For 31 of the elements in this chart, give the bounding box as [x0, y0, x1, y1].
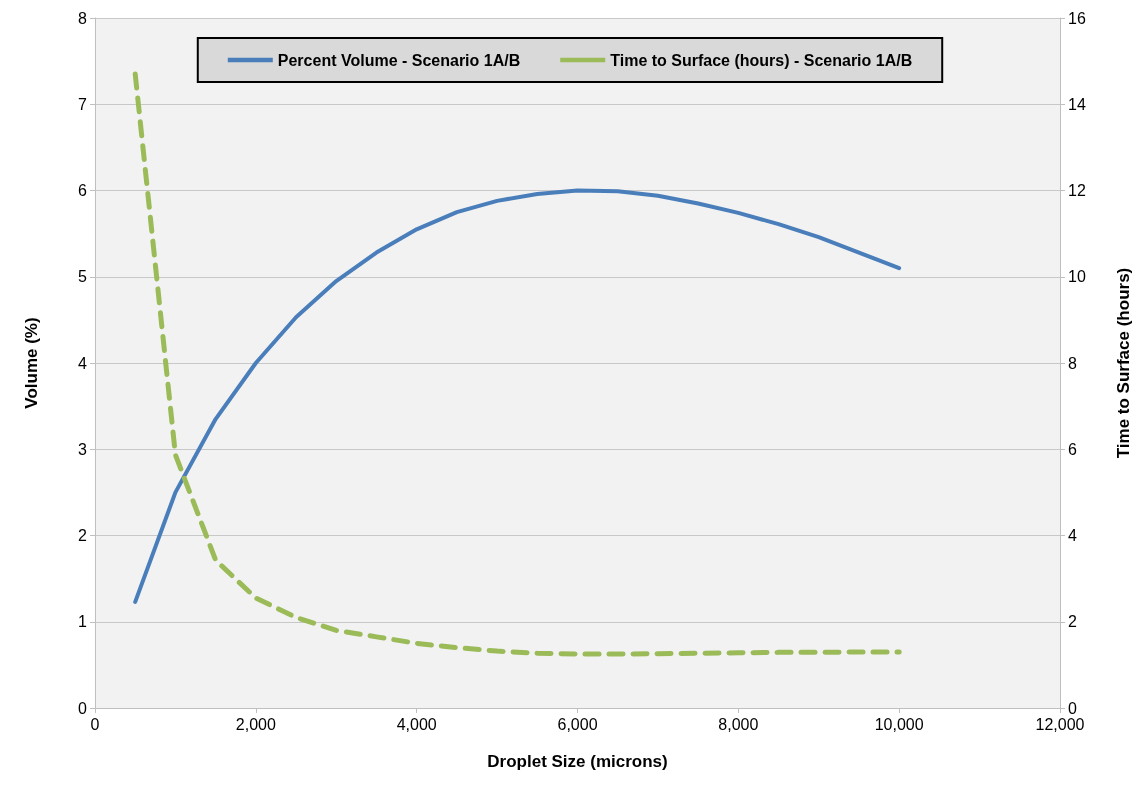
x-tick-label: 8,000 — [718, 715, 759, 733]
y2-tick-label: 12 — [1068, 182, 1086, 199]
x-tick-label: 12,000 — [1035, 715, 1085, 733]
x-axis-title: Droplet Size (microns) — [487, 752, 668, 771]
y-tick-label: 5 — [78, 268, 88, 286]
x-tick-label: 10,000 — [874, 715, 924, 733]
y2-tick-label: 2 — [1068, 613, 1077, 631]
y-tick-label: 2 — [78, 527, 88, 544]
line-series — [133, 188, 902, 604]
y-tick-label: 6 — [78, 182, 88, 199]
y2-tick-label: 4 — [1068, 527, 1077, 544]
y2-axis-title: Time to Surface (hours) — [1114, 267, 1133, 459]
x-tick-label: 4,000 — [396, 715, 437, 733]
x-tick-label: 6,000 — [557, 715, 598, 733]
legend-label: Time to Surface (hours) - Scenario 1A/B — [610, 51, 913, 69]
y-axis-title: Volume (%) — [22, 317, 41, 409]
y2-tick-label: 0 — [1068, 699, 1077, 717]
y2-tick-label: 16 — [1068, 9, 1086, 27]
y-tick-label: 0 — [78, 699, 88, 717]
y-tick-label: 3 — [78, 440, 88, 458]
y-tick-label: 4 — [78, 354, 88, 372]
legend-label: Percent Volume - Scenario 1A/B — [277, 51, 521, 69]
y-tick-label: 7 — [78, 95, 88, 113]
y2-tick-label: 6 — [1068, 440, 1077, 458]
y2-tick-label: 8 — [1068, 354, 1077, 372]
y2-tick-label: 14 — [1068, 95, 1086, 113]
y-tick-label: 1 — [78, 613, 88, 631]
y-tick-label: 8 — [78, 9, 88, 27]
x-tick-label: 0 — [90, 715, 100, 733]
y2-tick-label: 10 — [1068, 268, 1086, 286]
x-tick-label: 2,000 — [235, 715, 276, 733]
